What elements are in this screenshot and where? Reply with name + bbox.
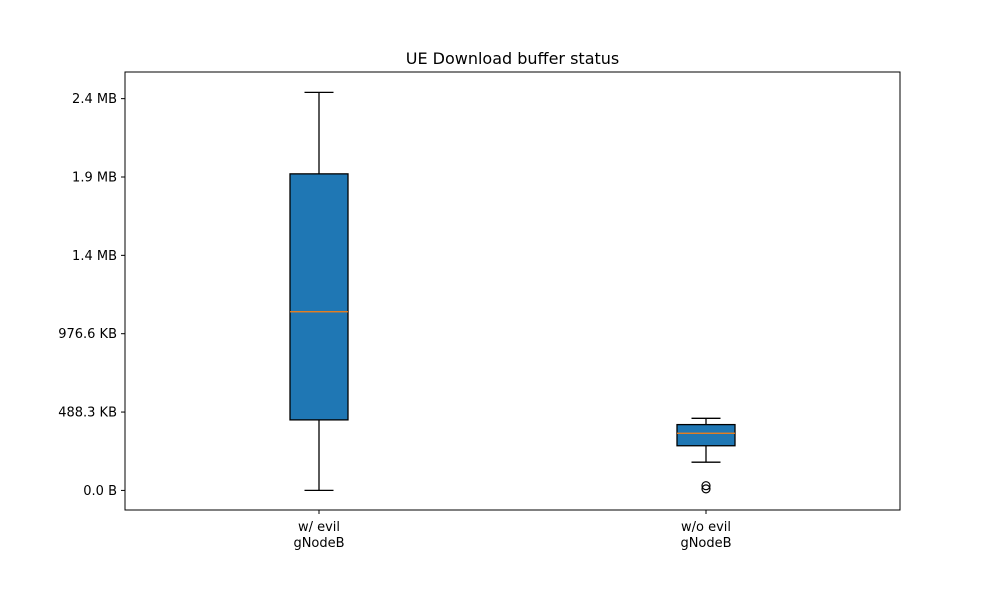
axes: 0.0 B 488.3 KB 976.6 KB 1.4 MB 1.9 MB 2.4 MB w… — [58, 92, 731, 551]
box-iqr — [676, 423, 736, 447]
y-tick-label: 0.0 B — [83, 484, 117, 499]
y-tick-label: 976.6 KB — [58, 327, 117, 342]
plot-frame — [124, 71, 901, 511]
outlier-point — [701, 484, 711, 494]
y-tick-label: 2.4 MB — [72, 92, 117, 107]
plot-marks — [289, 91, 736, 494]
x-tick-label: w/o evil gNodeB — [680, 520, 731, 551]
y-tick-label: 1.9 MB — [72, 170, 117, 185]
box-iqr — [289, 173, 349, 421]
x-tick-label-line: gNodeB — [680, 536, 731, 551]
outlier-point — [701, 481, 711, 491]
x-tick-label-line: w/ evil — [298, 520, 340, 535]
x-tick-label: w/ evil gNodeB — [293, 520, 344, 551]
y-tick-label: 1.4 MB — [72, 249, 117, 264]
y-tick-label: 488.3 KB — [58, 406, 117, 421]
chart-title: UE Download buffer status — [406, 49, 620, 68]
x-tick-label-line: gNodeB — [293, 536, 344, 551]
x-tick-label-line: w/o evil — [681, 520, 731, 535]
